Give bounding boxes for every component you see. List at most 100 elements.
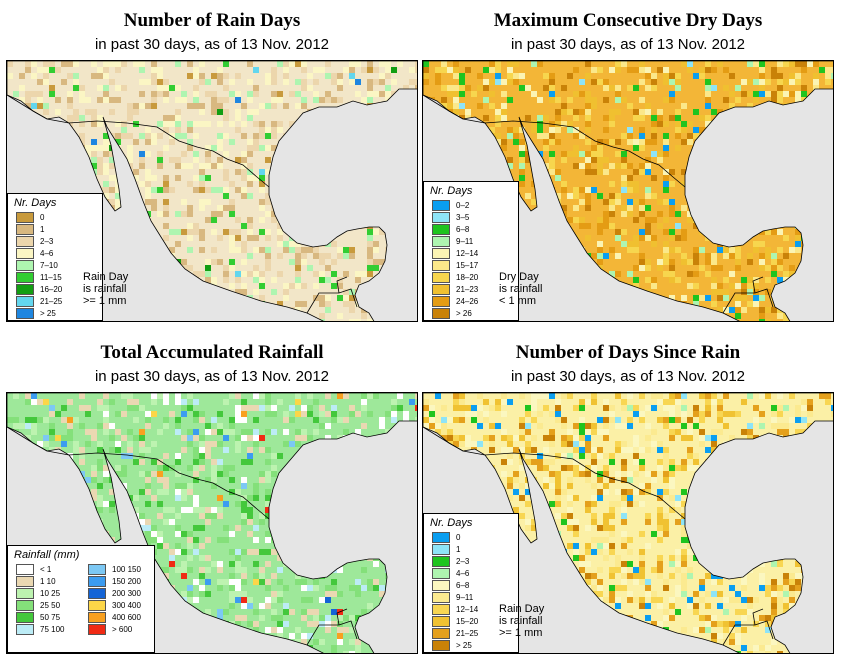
- data-cell: [67, 399, 73, 405]
- data-cell: [633, 435, 639, 441]
- data-cell: [121, 253, 127, 259]
- data-cell: [307, 175, 313, 181]
- data-cell: [789, 163, 795, 169]
- data-cell: [585, 73, 591, 79]
- data-cell: [783, 313, 789, 319]
- data-cell: [211, 639, 217, 645]
- data-cell: [205, 591, 211, 597]
- data-cell: [573, 133, 579, 139]
- data-cell: [385, 453, 391, 459]
- data-cell: [109, 447, 115, 453]
- data-cell: [331, 555, 337, 561]
- data-cell: [289, 561, 295, 567]
- legend-entry: 3–5: [424, 211, 518, 223]
- data-cell: [747, 283, 753, 289]
- data-cell: [157, 133, 163, 139]
- data-cell: [391, 151, 397, 157]
- data-cell: [801, 85, 807, 91]
- data-cell: [325, 175, 331, 181]
- data-cell: [489, 447, 495, 453]
- data-cell: [777, 543, 783, 549]
- data-cell: [133, 417, 139, 423]
- data-cell: [621, 181, 627, 187]
- legend-label: 24–26: [456, 296, 479, 306]
- data-cell: [591, 483, 597, 489]
- data-cell: [289, 537, 295, 543]
- data-cell: [771, 525, 777, 531]
- data-cell: [289, 283, 295, 289]
- data-cell: [415, 313, 417, 319]
- data-cell: [283, 417, 289, 423]
- data-cell: [465, 85, 471, 91]
- data-cell: [447, 145, 453, 151]
- data-cell: [759, 477, 765, 483]
- data-cell: [633, 85, 639, 91]
- data-cell: [459, 471, 465, 477]
- legend-swatch: [16, 575, 34, 587]
- data-cell: [373, 115, 379, 121]
- data-cell: [543, 241, 549, 247]
- data-cell: [265, 229, 271, 235]
- data-cell: [31, 477, 37, 483]
- data-cell: [409, 67, 415, 73]
- data-cell: [801, 453, 807, 459]
- data-cell: [307, 609, 313, 615]
- data-cell: [735, 531, 741, 537]
- data-cell: [7, 507, 13, 513]
- data-cell: [103, 187, 109, 193]
- data-cell: [277, 555, 283, 561]
- data-cell: [355, 645, 361, 651]
- data-cell: [385, 531, 391, 537]
- data-cell: [157, 85, 163, 91]
- data-cell: [621, 423, 627, 429]
- data-cell: [819, 247, 825, 253]
- data-cell: [567, 441, 573, 447]
- data-cell: [501, 169, 507, 175]
- data-cell: [169, 319, 175, 321]
- data-cell: [609, 477, 615, 483]
- data-cell: [271, 133, 277, 139]
- data-cell: [319, 489, 325, 495]
- data-cell: [139, 157, 145, 163]
- data-cell: [175, 85, 181, 91]
- data-cell: [301, 247, 307, 253]
- data-cell: [735, 211, 741, 217]
- data-cell: [139, 447, 145, 453]
- data-cell: [193, 453, 199, 459]
- data-cell: [49, 121, 55, 127]
- data-cell: [367, 585, 373, 591]
- data-cell: [331, 525, 337, 531]
- data-cell: [307, 405, 313, 411]
- data-cell: [67, 423, 73, 429]
- data-cell: [555, 399, 561, 405]
- data-cell: [367, 271, 373, 277]
- data-cell: [379, 531, 385, 537]
- data-cell: [705, 513, 711, 519]
- data-cell: [415, 549, 417, 555]
- data-cell: [735, 301, 741, 307]
- data-cell: [139, 133, 145, 139]
- data-cell: [639, 199, 645, 205]
- data-cell: [157, 471, 163, 477]
- data-cell: [259, 405, 265, 411]
- data-cell: [465, 465, 471, 471]
- data-cell: [79, 471, 85, 477]
- data-cell: [519, 151, 525, 157]
- data-cell: [343, 205, 349, 211]
- data-cell: [37, 67, 43, 73]
- data-cell: [429, 411, 435, 417]
- data-cell: [301, 217, 307, 223]
- data-cell: [645, 157, 651, 163]
- data-cell: [277, 181, 283, 187]
- data-cell: [181, 507, 187, 513]
- data-cell: [669, 429, 675, 435]
- data-cell: [567, 477, 573, 483]
- data-cell: [567, 97, 573, 103]
- data-cell: [301, 211, 307, 217]
- data-cell: [723, 289, 729, 295]
- data-cell: [397, 441, 403, 447]
- data-cell: [151, 525, 157, 531]
- data-cell: [313, 97, 319, 103]
- data-cell: [337, 519, 343, 525]
- data-cell: [205, 423, 211, 429]
